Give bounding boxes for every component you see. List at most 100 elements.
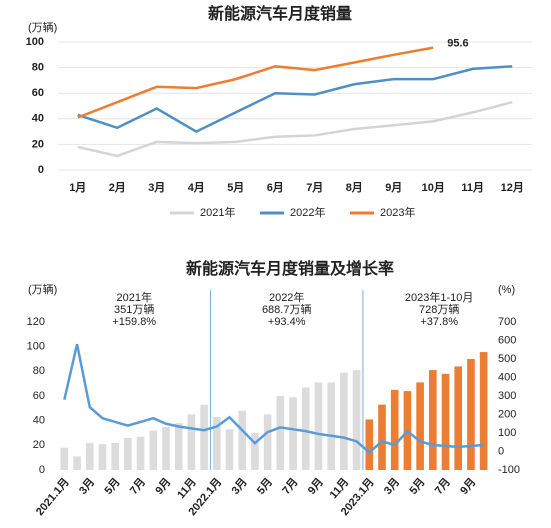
y2-tick-label: 600 <box>498 334 516 346</box>
x-tick-label: 3月 <box>229 475 250 496</box>
x-tick-label: 11月 <box>327 475 352 501</box>
bar <box>174 423 183 470</box>
y-tick-label: 40 <box>32 113 44 125</box>
y2-tick-label: 100 <box>498 427 516 439</box>
annotation: 728万辆 <box>419 302 459 316</box>
bar <box>289 397 297 470</box>
bar <box>85 442 94 470</box>
bar <box>429 370 437 470</box>
y-tick-label: 0 <box>39 464 45 476</box>
y-tick-label: 120 <box>27 316 45 328</box>
bar <box>390 389 399 470</box>
annotation: 351万辆 <box>114 302 154 316</box>
x-tick-label: 10月 <box>422 181 445 194</box>
bar <box>416 382 424 470</box>
y2-unit: (%) <box>498 284 515 296</box>
bar <box>467 359 475 470</box>
bar <box>136 436 145 470</box>
bar <box>365 419 374 470</box>
x-tick-label: 1月 <box>69 181 86 194</box>
y2-tick-label: 300 <box>498 390 516 402</box>
y2-tick-label: 400 <box>498 371 516 383</box>
bar <box>213 416 221 470</box>
x-tick-label: 2月 <box>109 181 126 194</box>
y2-tick-label: 500 <box>498 353 516 365</box>
bar <box>149 430 158 470</box>
bar <box>378 404 386 470</box>
bar <box>187 414 196 470</box>
line <box>77 65 513 134</box>
y-tick-label: 20 <box>32 138 44 150</box>
bar <box>98 444 107 470</box>
bar <box>162 426 170 470</box>
chart-title: 新能源汽车月度销量 <box>208 4 352 23</box>
y-tick-label: 60 <box>33 390 45 402</box>
y-tick-label: 0 <box>38 164 44 176</box>
y-tick-label: 100 <box>26 36 44 48</box>
bar <box>73 456 81 470</box>
y-tick-label: 20 <box>33 439 45 451</box>
bar <box>225 429 234 470</box>
x-tick-label: 7月 <box>306 181 323 194</box>
bar <box>124 437 132 470</box>
annotation: +93.4% <box>268 316 306 328</box>
bar <box>251 433 259 470</box>
data-label: 95.6 <box>447 38 468 50</box>
y-tick-label: 80 <box>33 365 45 377</box>
growth-line <box>63 343 484 455</box>
x-tick-label: 3月 <box>76 475 97 496</box>
x-tick-label: 4月 <box>188 181 205 194</box>
bar <box>263 414 272 470</box>
y-unit: (万辆) <box>28 20 57 34</box>
x-tick-label: 5月 <box>227 181 244 194</box>
bar <box>441 373 450 470</box>
y2-tick-label: 700 <box>498 316 516 328</box>
bar <box>276 396 285 470</box>
bar <box>340 372 348 470</box>
annotation: 2021年 <box>116 290 151 304</box>
y-tick-label: 100 <box>27 341 45 353</box>
x-tick-label: 3月 <box>381 475 402 496</box>
x-tick-label: 11月 <box>461 181 484 194</box>
y-unit: (万辆) <box>28 282 57 296</box>
y-tick-label: 80 <box>32 62 44 74</box>
x-tick-label: 9月 <box>385 181 402 194</box>
legend-label: 2023年 <box>380 205 415 219</box>
x-tick-label: 7月 <box>432 475 453 496</box>
bar <box>454 366 463 470</box>
bar <box>314 382 323 470</box>
annotation: +159.8% <box>112 316 156 328</box>
annotation: 688.7万辆 <box>262 302 312 316</box>
bar <box>301 387 310 470</box>
legend-label: 2022年 <box>290 205 325 219</box>
bar <box>200 404 208 470</box>
annotation: +37.8% <box>420 316 458 328</box>
y2-tick-label: 200 <box>498 408 516 420</box>
bar <box>327 382 335 470</box>
y-tick-label: 40 <box>33 415 45 427</box>
x-tick-label: 9月 <box>153 475 174 496</box>
chart-title: 新能源汽车月度销量及增长率 <box>186 259 394 278</box>
x-tick-label: 9月 <box>457 475 478 496</box>
x-tick-label: 2021.1月 <box>33 475 72 518</box>
x-tick-label: 8月 <box>346 181 363 194</box>
x-tick-label: 9月 <box>305 475 326 496</box>
bar <box>60 447 69 470</box>
x-tick-label: 12月 <box>501 181 524 194</box>
annotation: 2023年1-10月 <box>405 290 474 304</box>
x-tick-label: 5月 <box>407 475 428 496</box>
x-tick-label: 7月 <box>280 475 301 496</box>
x-tick-label: 6月 <box>267 181 284 194</box>
y-tick-label: 60 <box>32 87 44 99</box>
annotation: 2022年 <box>269 290 304 304</box>
line <box>77 100 513 158</box>
x-tick-label: 3月 <box>148 181 165 194</box>
y2-tick-label: -100 <box>498 464 520 476</box>
x-tick-label: 5月 <box>102 475 123 496</box>
bar <box>238 410 247 470</box>
legend-label: 2021年 <box>200 205 235 219</box>
x-tick-label: 7月 <box>127 475 148 496</box>
bar <box>479 352 488 470</box>
x-tick-label: 5月 <box>254 475 275 496</box>
